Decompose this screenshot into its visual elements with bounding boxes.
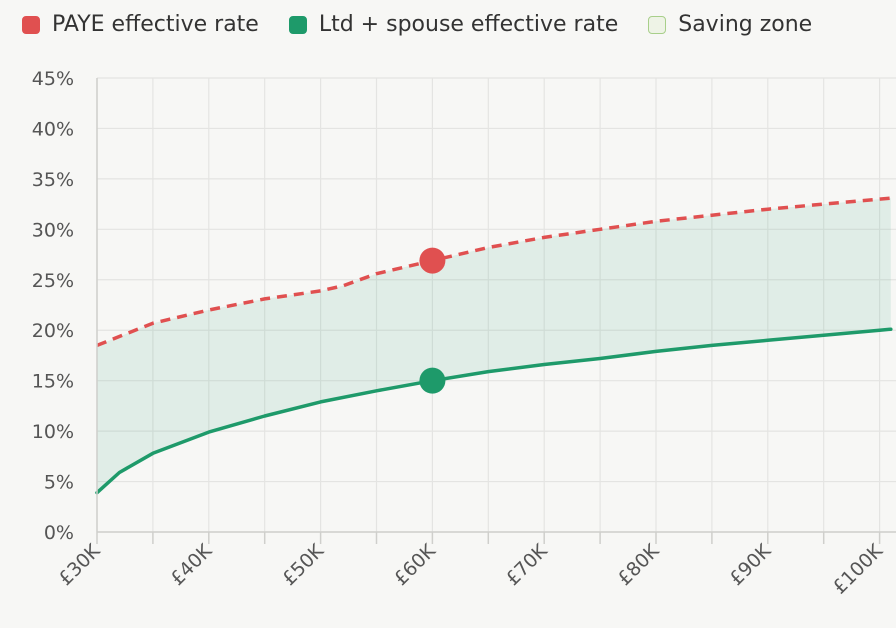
y-tick-label: 35% — [32, 169, 74, 191]
ltd-spouse-highlight-point — [419, 367, 446, 394]
y-tick-label: 40% — [32, 118, 74, 140]
x-tick-label: £60K — [390, 540, 440, 590]
legend-item-saving-zone[interactable]: Saving zone — [648, 12, 812, 37]
legend-label-ltd-spouse: Ltd + spouse effective rate — [318, 12, 619, 37]
x-tick-label: £50K — [278, 540, 328, 590]
series-lines — [95, 196, 893, 495]
highlight-points — [419, 247, 446, 394]
legend-item-paye[interactable]: PAYE effective rate — [22, 12, 259, 37]
x-tick-label: £70K — [502, 540, 552, 590]
legend-item-ltd-spouse[interactable]: Ltd + spouse effective rate — [288, 12, 619, 37]
y-tick-label: 20% — [32, 320, 74, 342]
y-axis: 0% 5% 10% 15% 20% 25% 30% 35% 40% 45% — [32, 68, 98, 544]
legend-swatch-paye — [22, 15, 40, 34]
y-tick-label: 30% — [32, 219, 74, 241]
y-tick-label: 45% — [32, 68, 74, 90]
saving-zone-fill — [97, 198, 891, 493]
legend-label-saving-zone: Saving zone — [678, 12, 813, 37]
legend: PAYE effective rate Ltd + spouse effecti… — [22, 12, 812, 37]
y-tick-label: 10% — [32, 421, 74, 443]
y-tick-label: 25% — [32, 270, 74, 292]
saving-zone-area — [97, 198, 891, 493]
x-tick-label: £80K — [614, 540, 664, 590]
x-tick-label: £100K — [829, 540, 888, 599]
x-tick-label: £40K — [166, 540, 216, 590]
x-tick-label: £30K — [55, 540, 105, 590]
legend-swatch-saving-zone — [648, 15, 667, 34]
x-tick-label: £90K — [725, 540, 775, 590]
legend-label-paye: PAYE effective rate — [52, 12, 259, 37]
x-axis: £30K £40K £50K £60K £70K £80K £90K £100K — [55, 531, 896, 599]
legend-swatch-ltd-spouse — [288, 15, 307, 34]
y-tick-label: 0% — [44, 522, 74, 544]
y-tick-label: 15% — [32, 371, 74, 393]
paye-rate-line — [96, 196, 891, 348]
ltd-spouse-rate-line — [95, 327, 893, 495]
grid — [96, 77, 896, 533]
y-tick-label: 5% — [44, 472, 74, 494]
paye-highlight-point — [419, 247, 446, 274]
